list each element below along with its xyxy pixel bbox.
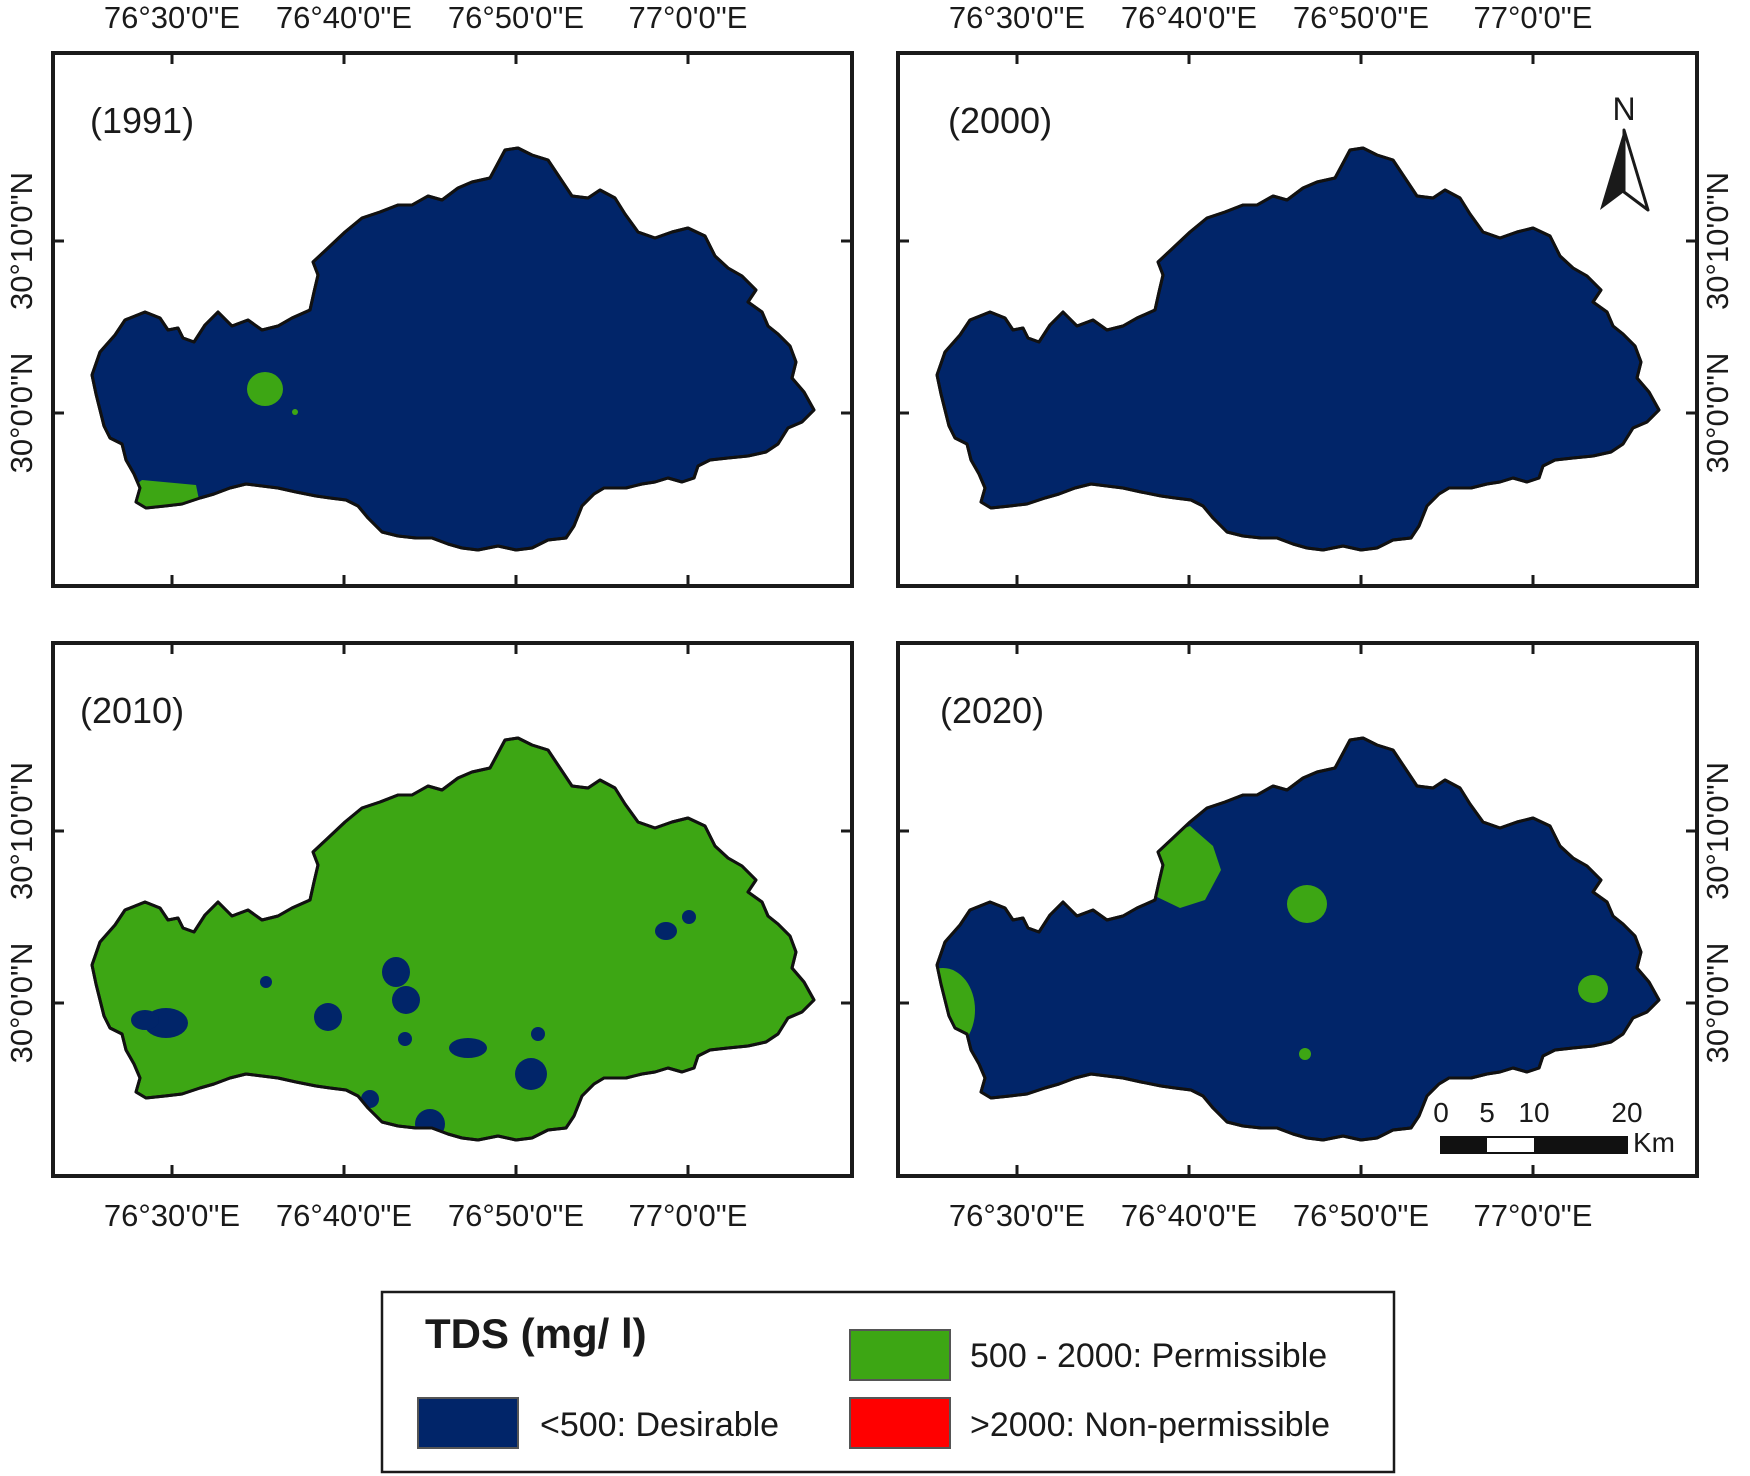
- scale-unit: Km: [1633, 1127, 1675, 1158]
- legend-swatch-permissible: [849, 1329, 951, 1381]
- map-panel-2000: (2000) N: [896, 51, 1699, 588]
- longitude-label: 77°0'0"E: [1474, 1198, 1593, 1233]
- latitude-label: 30°0'0"N: [4, 943, 39, 1064]
- scale-bar: 0 5 10 20 Km: [1433, 1097, 1675, 1158]
- scale-tick-label: 10: [1518, 1097, 1549, 1128]
- map-panel-2010: (2010): [51, 641, 854, 1178]
- map-ticks: [53, 643, 852, 1176]
- north-arrow-right-half: [1622, 128, 1650, 212]
- tds-patch: [247, 372, 283, 406]
- longitude-label: 76°40'0"E: [276, 1198, 412, 1233]
- map-ticks: [53, 53, 852, 586]
- year-label: (2000): [948, 100, 1052, 141]
- tds-patch: [531, 1027, 545, 1041]
- latitude-label: 30°0'0"N: [1700, 353, 1735, 474]
- latitude-label: 30°10'0"N: [4, 172, 39, 310]
- longitude-label: 76°50'0"E: [1293, 1198, 1429, 1233]
- map-panel-1991: (1991): [51, 51, 854, 588]
- longitude-label: 77°0'0"E: [629, 1198, 748, 1233]
- legend-title: TDS (mg/ l): [425, 1310, 647, 1357]
- longitude-label: 77°0'0"E: [1474, 0, 1593, 35]
- legend-swatch-desirable: [417, 1397, 519, 1449]
- tds-patch: [1299, 1048, 1311, 1060]
- latitude-label: 30°0'0"N: [4, 353, 39, 474]
- legend-label: <500: Desirable: [540, 1406, 779, 1444]
- map-ticks: [898, 643, 1697, 1176]
- tds-patch: [515, 1058, 547, 1090]
- longitude-label: 76°30'0"E: [949, 0, 1085, 35]
- north-arrow: N: [1600, 91, 1650, 212]
- year-label: (2010): [80, 690, 184, 731]
- latitude-label: 30°10'0"N: [4, 762, 39, 900]
- legend-label: 500 - 2000: Permissible: [970, 1337, 1327, 1375]
- longitude-label: 77°0'0"E: [629, 0, 748, 35]
- longitude-labels-top: 76°30'0"E 76°40'0"E 76°50'0"E 77°0'0"E 7…: [104, 0, 1593, 35]
- longitude-label: 76°30'0"E: [104, 1198, 240, 1233]
- tds-patch: [314, 1003, 342, 1031]
- tds-patch: [682, 910, 696, 924]
- longitude-label: 76°40'0"E: [276, 0, 412, 35]
- scale-tick-label: 0: [1433, 1097, 1449, 1128]
- scale-bar-segment: [1441, 1137, 1487, 1153]
- longitude-labels-bottom: 76°30'0"E 76°40'0"E 76°50'0"E 77°0'0"E 7…: [104, 1198, 1593, 1233]
- tds-patch: [392, 986, 420, 1014]
- north-arrow-left-half: [1600, 130, 1624, 210]
- longitude-label: 76°30'0"E: [104, 0, 240, 35]
- longitude-label: 76°40'0"E: [1121, 0, 1257, 35]
- tds-patch: [382, 957, 410, 987]
- tds-patch: [292, 409, 298, 415]
- longitude-label: 76°30'0"E: [949, 1198, 1085, 1233]
- legend-label: >2000: Non-permissible: [970, 1406, 1330, 1444]
- scale-tick-label: 20: [1611, 1097, 1642, 1128]
- latitude-label: 30°10'0"N: [1700, 762, 1735, 900]
- tds-patch: [655, 922, 677, 940]
- tds-patch: [1151, 826, 1221, 908]
- tds-patch: [131, 1010, 159, 1030]
- longitude-label: 76°40'0"E: [1121, 1198, 1257, 1233]
- year-label: (1991): [90, 100, 194, 141]
- map-ticks: [898, 53, 1697, 586]
- north-arrow-label: N: [1612, 91, 1635, 127]
- tds-patch: [449, 1038, 487, 1058]
- map-panel-2020: (2020) 0 5 10 20 Km: [896, 641, 1699, 1178]
- legend: TDS (mg/ l) <500: Desirable 500 - 2000: …: [380, 1290, 1396, 1474]
- latitude-label: 30°0'0"N: [1700, 943, 1735, 1064]
- year-label: (2020): [940, 690, 1044, 731]
- tds-patch: [1578, 975, 1608, 1003]
- latitude-label: 30°10'0"N: [1700, 172, 1735, 310]
- tds-patch: [398, 1032, 412, 1046]
- longitude-label: 76°50'0"E: [1293, 0, 1429, 35]
- latitude-labels-right: 30°10'0"N 30°0'0"N 30°10'0"N 30°0'0"N: [1700, 172, 1735, 1063]
- tds-patch: [1287, 885, 1327, 923]
- tds-patch: [260, 976, 272, 988]
- scale-bar-segment: [1534, 1137, 1627, 1153]
- scale-tick-label: 5: [1479, 1097, 1495, 1128]
- latitude-labels-left: 30°10'0"N 30°0'0"N 30°10'0"N 30°0'0"N: [4, 172, 39, 1063]
- longitude-label: 76°50'0"E: [448, 0, 584, 35]
- longitude-label: 76°50'0"E: [448, 1198, 584, 1233]
- legend-swatch-non-permissible: [849, 1397, 951, 1449]
